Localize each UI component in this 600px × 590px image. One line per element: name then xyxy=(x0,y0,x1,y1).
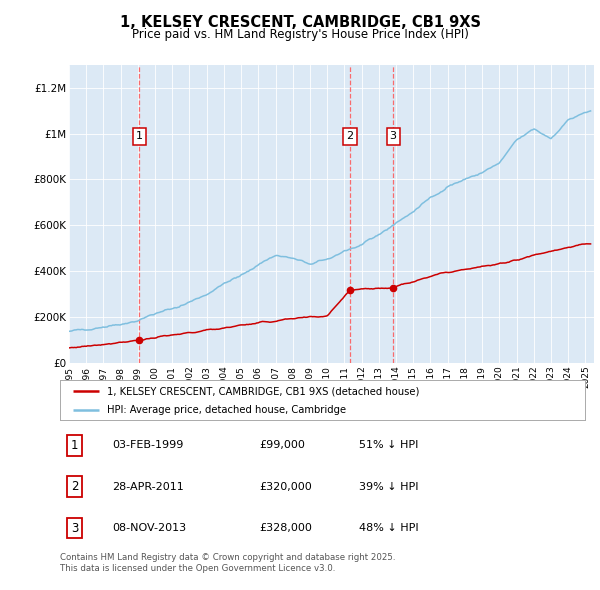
Text: Contains HM Land Registry data © Crown copyright and database right 2025.
This d: Contains HM Land Registry data © Crown c… xyxy=(60,553,395,573)
Text: 1, KELSEY CRESCENT, CAMBRIDGE, CB1 9XS: 1, KELSEY CRESCENT, CAMBRIDGE, CB1 9XS xyxy=(119,15,481,30)
Text: 08-NOV-2013: 08-NOV-2013 xyxy=(113,523,187,533)
Text: 28-APR-2011: 28-APR-2011 xyxy=(113,482,184,491)
Text: 3: 3 xyxy=(389,132,397,142)
Text: 1: 1 xyxy=(136,132,143,142)
Text: 1: 1 xyxy=(71,439,79,452)
Text: 2: 2 xyxy=(71,480,79,493)
Text: £99,000: £99,000 xyxy=(260,441,305,450)
Text: 3: 3 xyxy=(71,522,79,535)
Text: 1, KELSEY CRESCENT, CAMBRIDGE, CB1 9XS (detached house): 1, KELSEY CRESCENT, CAMBRIDGE, CB1 9XS (… xyxy=(107,386,419,396)
Text: 2: 2 xyxy=(347,132,353,142)
Text: Price paid vs. HM Land Registry's House Price Index (HPI): Price paid vs. HM Land Registry's House … xyxy=(131,28,469,41)
Text: HPI: Average price, detached house, Cambridge: HPI: Average price, detached house, Camb… xyxy=(107,405,346,415)
Text: 03-FEB-1999: 03-FEB-1999 xyxy=(113,441,184,450)
Text: £320,000: £320,000 xyxy=(260,482,312,491)
Text: 39% ↓ HPI: 39% ↓ HPI xyxy=(359,482,419,491)
Text: 48% ↓ HPI: 48% ↓ HPI xyxy=(359,523,419,533)
Text: £328,000: £328,000 xyxy=(260,523,313,533)
Text: 51% ↓ HPI: 51% ↓ HPI xyxy=(359,441,419,450)
